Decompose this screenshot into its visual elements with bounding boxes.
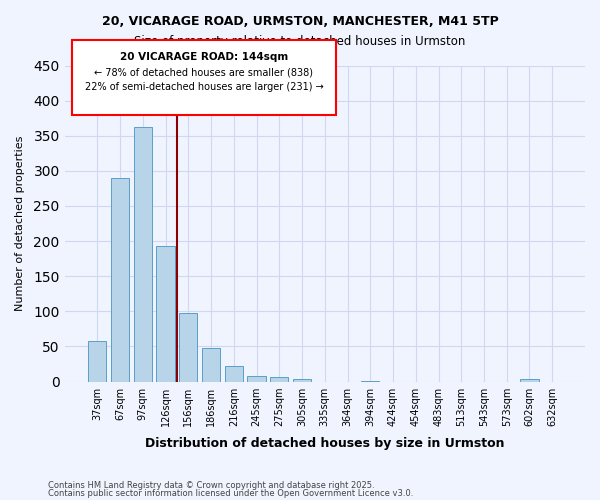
Text: 20, VICARAGE ROAD, URMSTON, MANCHESTER, M41 5TP: 20, VICARAGE ROAD, URMSTON, MANCHESTER, … [101,15,499,28]
Bar [157,246,175,382]
Text: 22% of semi-detached houses are larger (231) →: 22% of semi-detached houses are larger (… [85,82,323,92]
Text: ← 78% of detached houses are smaller (838): ← 78% of detached houses are smaller (83… [94,68,314,78]
Bar [111,178,129,382]
Text: Contains HM Land Registry data © Crown copyright and database right 2025.: Contains HM Land Registry data © Crown c… [48,481,374,490]
Text: Size of property relative to detached houses in Urmston: Size of property relative to detached ho… [134,35,466,48]
Text: 20 VICARAGE ROAD: 144sqm: 20 VICARAGE ROAD: 144sqm [120,52,288,62]
Bar [179,314,197,382]
Bar [270,378,289,382]
Y-axis label: Number of detached properties: Number of detached properties [15,136,25,311]
Bar [293,380,311,382]
Bar [88,342,106,382]
Bar [361,381,379,382]
Bar [134,128,152,382]
X-axis label: Distribution of detached houses by size in Urmston: Distribution of detached houses by size … [145,437,505,450]
Bar [225,366,243,382]
Bar [202,348,220,382]
Bar [520,380,539,382]
Bar [247,376,266,382]
Text: Contains public sector information licensed under the Open Government Licence v3: Contains public sector information licen… [48,488,413,498]
